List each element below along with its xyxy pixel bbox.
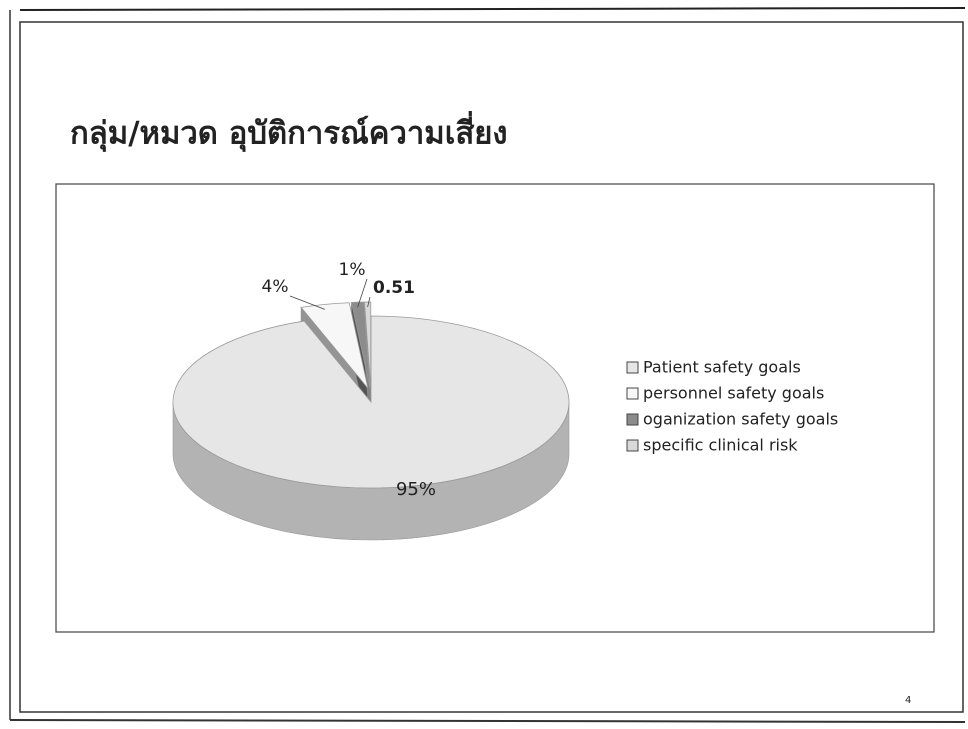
pie-slice <box>364 301 372 389</box>
chart-title: กลุ่ม/หมวด อุบัติการณ์ความเสี่ยง <box>70 111 508 153</box>
chart-frame <box>55 183 935 633</box>
legend-label: oganization safety goals <box>643 410 838 429</box>
legend-swatch <box>626 439 639 452</box>
leader-line <box>357 278 368 308</box>
frame <box>19 21 964 713</box>
data-label: 1% <box>339 260 366 280</box>
page-number: 4 <box>905 695 911 706</box>
data-label: 4% <box>262 277 289 297</box>
leader-line <box>367 296 371 308</box>
data-label: 95% <box>396 479 436 500</box>
pie-slice <box>300 302 369 389</box>
frame <box>19 7 966 11</box>
legend-label: personnel safety goals <box>643 384 824 403</box>
leader-line <box>289 295 325 310</box>
legend-swatch <box>626 413 639 426</box>
pie-slice <box>350 301 371 389</box>
frame <box>9 719 966 723</box>
legend-swatch <box>626 361 639 374</box>
pie-slice <box>172 315 570 489</box>
legend-label: Patient safety goals <box>643 358 801 377</box>
data-label: 0.51 <box>373 278 415 298</box>
legend-swatch <box>626 387 639 400</box>
legend-label: specific clinical risk <box>643 436 798 455</box>
